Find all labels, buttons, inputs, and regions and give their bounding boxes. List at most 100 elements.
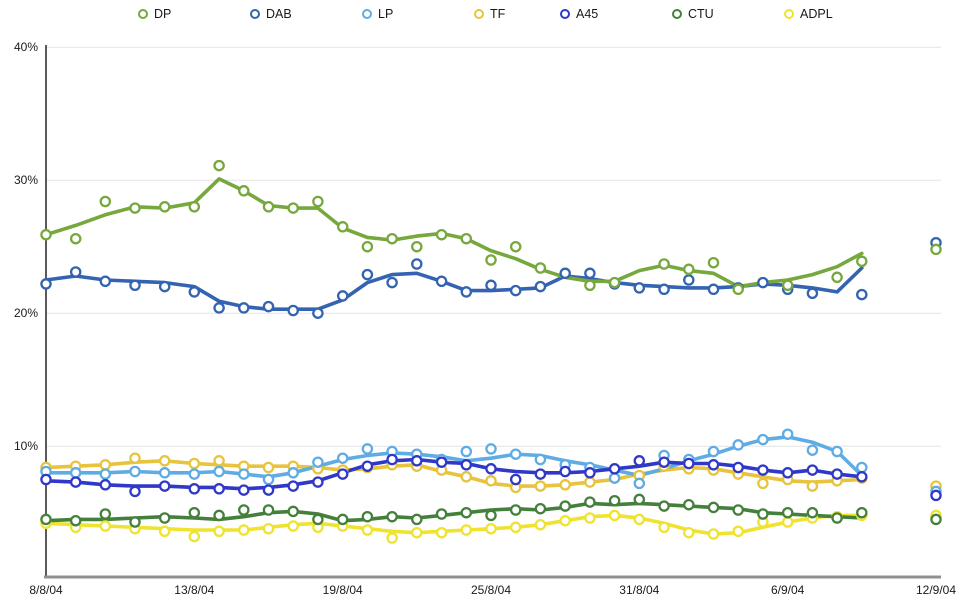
data-point <box>584 279 596 292</box>
data-point <box>633 455 646 467</box>
data-point <box>213 159 225 172</box>
data-point <box>336 513 349 526</box>
legend-item-dp[interactable]: DP <box>138 6 171 22</box>
data-point <box>213 455 225 467</box>
data-point <box>534 480 547 492</box>
x-tick-label: 31/8/04 <box>619 583 659 597</box>
data-point <box>188 201 201 213</box>
legend-item-a45[interactable]: A45 <box>560 6 598 22</box>
data-point <box>262 484 275 496</box>
x-tick-label: 6/9/04 <box>771 583 805 597</box>
data-point <box>608 276 621 289</box>
data-point <box>509 504 522 516</box>
data-point <box>129 452 141 464</box>
series-line-dp <box>44 177 864 289</box>
data-point <box>158 512 171 524</box>
data-point <box>683 498 695 511</box>
data-point <box>608 494 621 507</box>
data-point <box>485 279 497 292</box>
data-point <box>99 479 112 491</box>
data-point <box>584 496 596 508</box>
series-points-dab <box>40 236 942 319</box>
data-point <box>40 228 52 241</box>
data-point <box>584 512 596 524</box>
data-point <box>411 240 423 253</box>
data-point <box>806 480 819 492</box>
data-point <box>856 471 868 483</box>
data-point <box>683 457 695 470</box>
data-point <box>287 505 299 518</box>
data-point <box>831 271 843 284</box>
data-point <box>781 467 794 479</box>
data-point <box>129 465 141 478</box>
data-point <box>386 276 398 289</box>
data-point <box>485 522 497 535</box>
data-point <box>287 467 299 479</box>
data-point <box>534 518 547 531</box>
data-point <box>485 443 497 455</box>
data-point <box>361 460 374 472</box>
data-point <box>158 480 171 492</box>
data-point <box>930 489 942 502</box>
data-point <box>129 279 141 292</box>
series-points-a45 <box>40 453 942 502</box>
data-point <box>411 258 423 270</box>
chart-legend: DP DAB LP TF A45 CTU ADPL <box>0 0 960 28</box>
data-point <box>757 464 769 476</box>
data-point <box>460 506 473 519</box>
y-tick-label: 30% <box>14 173 38 187</box>
data-point <box>40 513 52 526</box>
data-point <box>336 221 349 233</box>
data-point <box>509 473 522 486</box>
data-point <box>559 500 571 512</box>
data-point <box>856 506 868 519</box>
data-point <box>707 459 720 471</box>
legend-item-ctu[interactable]: CTU <box>672 6 714 22</box>
legend-marker-icon <box>560 9 570 19</box>
data-point <box>361 268 374 281</box>
data-point <box>781 506 794 519</box>
legend-item-tf[interactable]: TF <box>474 6 505 22</box>
data-point <box>361 524 374 536</box>
data-point <box>658 283 670 296</box>
data-point <box>831 512 843 524</box>
legend-marker-icon <box>250 9 260 19</box>
data-point <box>158 455 171 467</box>
data-point <box>559 267 571 280</box>
data-point <box>435 228 448 241</box>
data-point <box>238 524 250 536</box>
legend-item-label: DAB <box>266 7 292 21</box>
data-point <box>633 477 646 490</box>
data-point <box>262 522 275 535</box>
x-tick-label: 13/8/04 <box>174 583 214 597</box>
data-point <box>213 465 225 478</box>
legend-item-dab[interactable]: DAB <box>250 6 292 22</box>
data-point <box>312 195 324 208</box>
legend-item-lp[interactable]: LP <box>362 6 393 22</box>
data-point <box>509 521 522 534</box>
data-point <box>188 468 201 480</box>
data-point <box>732 525 744 538</box>
data-point <box>757 477 769 490</box>
data-point <box>99 520 112 532</box>
data-point <box>460 471 473 483</box>
data-point <box>856 288 868 301</box>
data-point <box>806 506 819 519</box>
data-point <box>435 526 448 539</box>
data-point <box>559 479 571 491</box>
legend-item-label: A45 <box>576 7 599 21</box>
data-point <box>188 530 201 543</box>
data-point <box>683 526 695 539</box>
data-point <box>534 468 547 480</box>
data-point <box>69 232 82 245</box>
legend-marker-icon <box>138 9 148 19</box>
data-point <box>312 513 324 526</box>
data-point <box>584 476 596 488</box>
legend-item-adpl[interactable]: ADPL <box>784 6 833 22</box>
data-point <box>213 302 225 314</box>
data-point <box>658 456 670 468</box>
data-point <box>608 472 621 484</box>
data-point <box>238 468 250 480</box>
data-point <box>608 463 621 475</box>
data-point <box>287 202 299 214</box>
